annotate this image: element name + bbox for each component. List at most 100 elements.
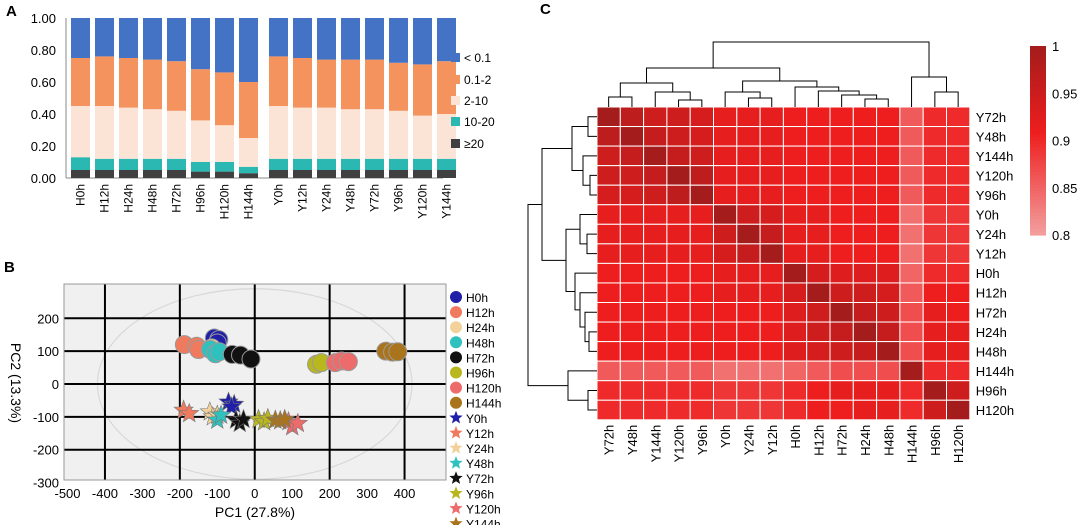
y-tick-label: 100 (37, 344, 59, 359)
heatmap-cell (899, 223, 924, 245)
heatmap-cell (759, 380, 784, 401)
heatmap-cell (643, 399, 668, 421)
row-label: Y72h (976, 110, 1006, 125)
colorbar-segment (1030, 168, 1046, 173)
legend-label: H12h (466, 306, 495, 320)
row-dendrogram-branch (579, 214, 597, 245)
heatmap-cell (946, 106, 971, 128)
heatmap-cell (899, 360, 924, 382)
bar-segment (413, 115, 432, 159)
bar-segment (95, 56, 114, 106)
heatmap-cell (736, 106, 761, 128)
colorbar-segment (1030, 209, 1046, 214)
row-dendrogram-branch (588, 331, 597, 352)
bar-segment (389, 18, 408, 63)
colorbar-segment (1030, 55, 1046, 60)
heatmap-cell (666, 223, 691, 245)
colorbar-segment (1030, 131, 1046, 135)
heatmap-cell (876, 223, 901, 245)
row-label: H120h (976, 403, 1014, 418)
heatmap-cell (759, 360, 784, 382)
bar-segment (341, 18, 360, 60)
bar-segment (95, 170, 114, 178)
colorbar-segment (1030, 162, 1046, 167)
x-tick-label: H72h (170, 184, 184, 213)
heatmap-cell (736, 243, 761, 264)
bar-segment (341, 109, 360, 159)
heatmap-cell (666, 282, 691, 304)
bar-segment (95, 106, 114, 159)
legend-label: H24h (466, 321, 495, 335)
x-tick-label: Y12h (296, 184, 310, 212)
bar-segment (167, 61, 186, 111)
row-label: H72h (976, 305, 1007, 320)
scatter-point-Y48h (210, 404, 232, 424)
heatmap-cell (899, 204, 924, 225)
bar-segment (119, 58, 138, 108)
heatmap-cell (922, 399, 948, 421)
legend-marker (450, 336, 462, 349)
row-dendrogram-branch (567, 370, 597, 401)
colorbar-segment (1030, 83, 1046, 88)
panel-a-label: A (6, 3, 17, 20)
bar-segment (341, 158, 360, 170)
bar-segment (143, 170, 162, 178)
bar-segment (119, 18, 138, 58)
colorbar-segment (1030, 181, 1046, 186)
heatmap-cell (643, 184, 668, 206)
heatmap-cell (782, 243, 808, 264)
colorbar-tick-label: 0.95 (1052, 86, 1077, 101)
x-tick-label: H24h (122, 184, 136, 213)
colorbar-segment (1030, 216, 1046, 220)
heatmap-cell (829, 262, 854, 284)
colorbar-segment (1030, 222, 1046, 227)
colorbar-segment (1030, 96, 1046, 101)
x-tick-label: H0h (74, 184, 88, 206)
legend-swatch (451, 96, 460, 105)
heatmap-cell (713, 341, 738, 362)
bar-segment (239, 173, 258, 178)
bar-segment (389, 110, 408, 159)
heatmap-cell (829, 184, 854, 206)
heatmap-cell (596, 302, 621, 323)
colorbar-segment (1030, 178, 1046, 183)
column-label: H0h (788, 425, 803, 449)
colorbar-segment (1030, 172, 1046, 176)
heatmap-cell (806, 321, 831, 343)
colorbar-segment (1030, 99, 1046, 104)
legend-marker (449, 486, 463, 499)
row-label: Y120h (976, 168, 1014, 183)
heatmap-cell (852, 341, 878, 362)
row-label: Y96h (976, 188, 1006, 203)
bar-segment (239, 166, 258, 174)
bar-segment (269, 18, 288, 57)
legend-label: H72h (466, 351, 495, 365)
x-tick-label: H144h (242, 184, 256, 219)
y-tick-label: 0.80 (31, 43, 56, 58)
x-tick-label: 300 (356, 486, 378, 501)
colorbar-segment (1030, 68, 1046, 72)
scatter-point-Y120h (287, 412, 309, 433)
heatmap-cell (666, 399, 691, 421)
legend-swatch (451, 75, 460, 84)
heatmap-cell (689, 126, 715, 147)
legend-marker (450, 381, 462, 394)
legend-marker (450, 366, 462, 379)
heatmap-cell (829, 106, 854, 128)
heatmap-cell (829, 360, 854, 382)
colorbar-tick-label: 0.9 (1052, 134, 1070, 149)
bar-segment (167, 110, 186, 159)
colorbar-tick-label: 1 (1052, 39, 1059, 54)
plot-border (63, 283, 447, 481)
colorbar-segment (1030, 140, 1046, 145)
colorbar-segment (1030, 165, 1046, 170)
row-dendrogram-branch (574, 272, 597, 311)
x-tick-label: Y48h (344, 184, 358, 212)
column-label: H48h (881, 425, 896, 456)
heatmap-cell (619, 282, 645, 304)
legend-label: H48h (466, 336, 495, 350)
legend-marker (450, 291, 462, 303)
colorbar-segment (1030, 146, 1046, 151)
heatmap-cell (619, 145, 645, 167)
heatmap-cell (689, 145, 715, 167)
